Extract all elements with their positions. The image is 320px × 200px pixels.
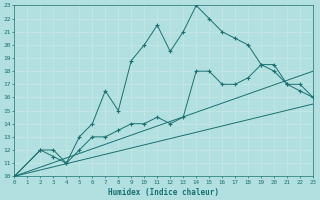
X-axis label: Humidex (Indice chaleur): Humidex (Indice chaleur)	[108, 188, 219, 197]
